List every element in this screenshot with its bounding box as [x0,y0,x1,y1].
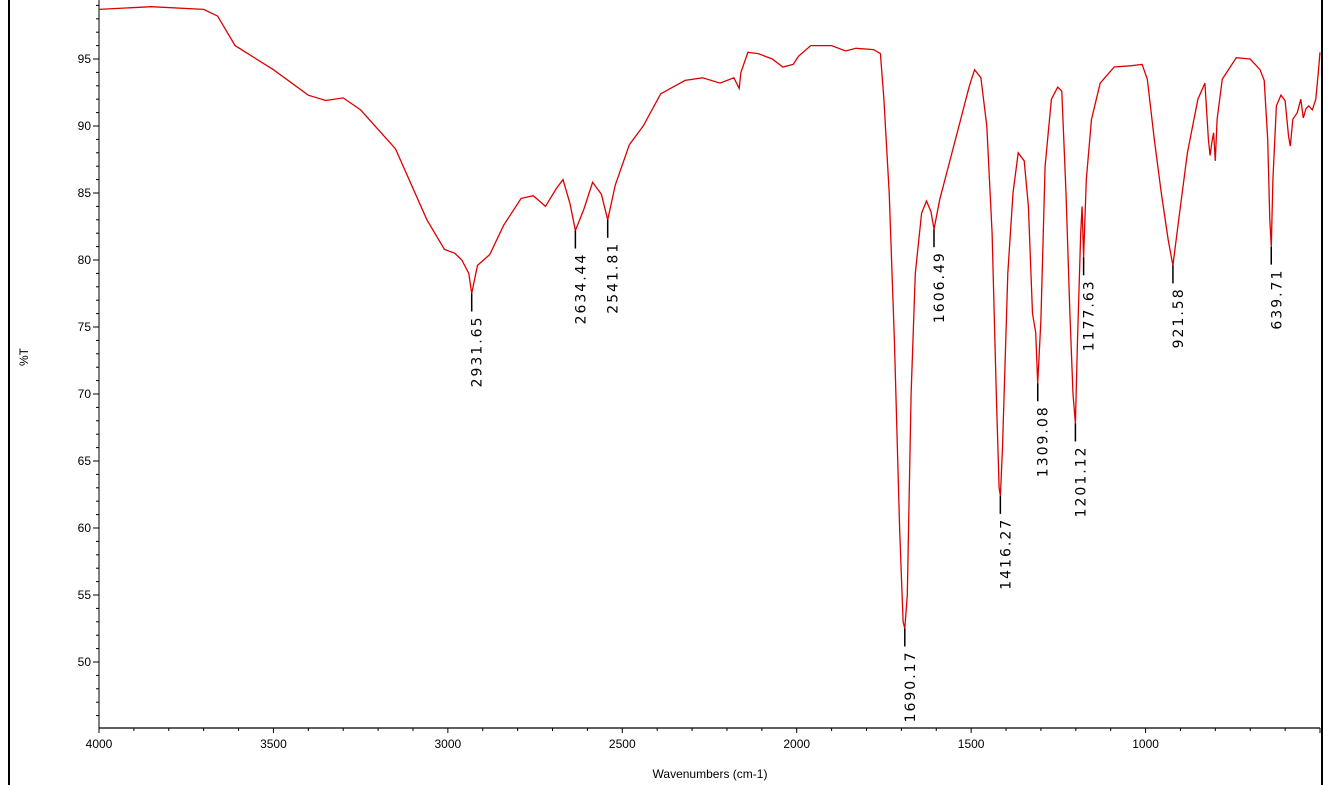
peak-label: 921.58 [1171,287,1187,348]
peak-label: 639.71 [1269,269,1285,330]
x-tick-label: 3000 [435,737,462,751]
peak-label: 1309.08 [1036,405,1052,477]
x-tick-label: 1500 [958,737,985,751]
y-tick-label: 70 [78,387,92,401]
y-tick-label: 60 [78,521,92,535]
peak-label: 1416.27 [998,518,1014,590]
peak-label: 1177.63 [1082,279,1098,351]
x-axis: 4000 3500 3000 2500 2000 1500 1000 [86,727,1321,751]
y-tick-label: 95 [78,52,92,66]
x-axis-title: Wavenumbers (cm-1) [653,767,768,781]
y-tick-label: 55 [78,588,92,602]
peak-annotations: 2931.65 2634.44 2541.81 1690.17 1606.49 1416.… [470,219,1285,723]
peak-label: 2931.65 [470,316,486,388]
x-tick-label: 4000 [86,737,113,751]
y-tick-label: 85 [78,186,92,200]
x-tick-label: 3500 [260,737,287,751]
y-tick-label: 80 [78,253,92,267]
peak-label: 1690.17 [903,651,919,723]
peak-label: 1201.12 [1073,445,1089,517]
y-tick-label: 75 [78,320,92,334]
y-tick-label: 65 [78,454,92,468]
y-tick-label: 90 [78,119,92,133]
spectrum-line [98,6,1321,629]
y-tick-label: 50 [78,655,92,669]
peak-label: 2634.44 [573,253,589,325]
x-tick-label: 1000 [1132,737,1159,751]
peak-label: 1606.49 [932,251,948,323]
y-axis-title: %T [17,347,31,366]
y-axis: 50 55 60 65 70 75 80 85 90 95 [78,0,100,728]
peak-label: 2541.81 [606,242,622,314]
x-tick-label: 2000 [783,737,810,751]
x-tick-label: 2500 [609,737,636,751]
